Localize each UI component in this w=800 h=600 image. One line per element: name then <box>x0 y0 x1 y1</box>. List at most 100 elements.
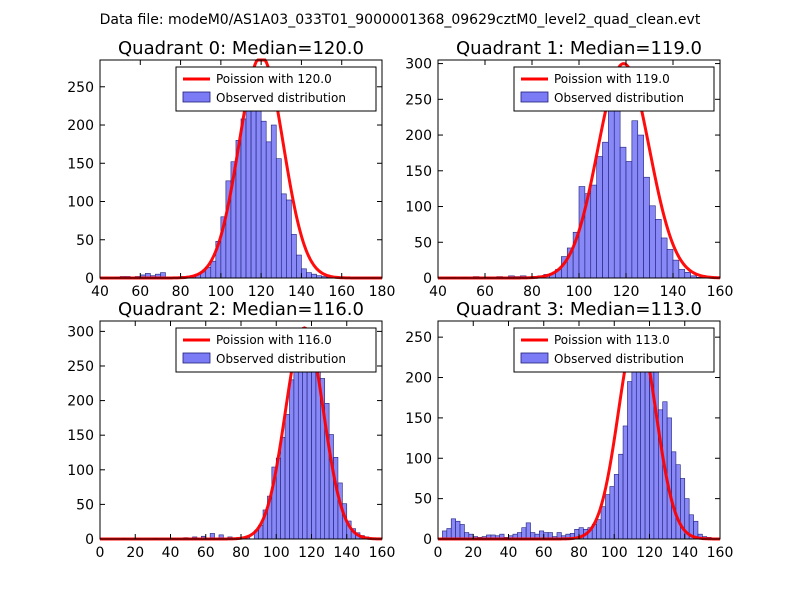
histogram-bar <box>649 205 656 279</box>
x-tick-label: 20 <box>464 545 482 561</box>
y-tick-label: 250 <box>67 80 94 96</box>
x-tick-label: 40 <box>162 545 180 561</box>
y-tick-label: 200 <box>67 394 94 410</box>
histogram-bars <box>114 80 332 279</box>
legend-box <box>175 66 377 112</box>
y-tick-label: 0 <box>85 271 94 287</box>
x-tick-label: 40 <box>91 284 109 300</box>
subplot-title: Quadrant 1: Median=119.0 <box>456 38 702 59</box>
histogram-bar <box>605 494 611 540</box>
histogram-bar <box>291 234 297 279</box>
histogram-bar <box>618 453 624 540</box>
histogram-bar <box>596 519 602 540</box>
histogram-bar <box>660 237 668 279</box>
y-tick-label: 150 <box>67 156 94 172</box>
y-tick-label: 200 <box>405 371 432 387</box>
legend-patch-swatch <box>182 91 211 103</box>
histogram-bar <box>270 124 277 279</box>
histogram-bar <box>637 134 644 279</box>
legend-patch-swatch <box>182 352 211 364</box>
legend-patch-swatch <box>520 91 549 103</box>
histogram-bar <box>455 520 461 540</box>
y-tick-label: 50 <box>76 233 94 249</box>
subplot-title: Quadrant 3: Median=113.0 <box>456 299 702 320</box>
legend: Poission with 116.0 Observed distribution <box>175 327 377 373</box>
histogram-bar <box>675 464 681 540</box>
histogram-bar <box>210 260 217 279</box>
histogram-bar <box>672 259 680 279</box>
y-tick-label: 150 <box>67 428 94 444</box>
histogram-bar <box>245 110 252 279</box>
quadrant-3-panel: 0 20 40 60 80 100 120 140 160 0 50 100 150 200 250 Quad… <box>405 299 733 561</box>
x-tick-label: 100 <box>566 284 593 300</box>
y-tick-label: 200 <box>405 128 432 144</box>
axes-frame <box>99 59 383 279</box>
histogram-bar <box>450 518 456 540</box>
histogram-bar <box>286 199 292 279</box>
x-tick-label: 180 <box>369 284 396 300</box>
x-tick-label: 140 <box>671 545 698 561</box>
x-tick-label: 0 <box>96 545 105 561</box>
histogram-bar <box>622 425 628 540</box>
legend-label-observed: Observed distribution <box>216 352 346 366</box>
histogram-bar <box>608 104 615 279</box>
y-tick-label: 0 <box>85 532 94 548</box>
x-tick-label: 100 <box>263 545 290 561</box>
histogram-bar <box>684 271 691 279</box>
histogram-bar <box>613 474 619 540</box>
histogram-bar <box>678 269 686 279</box>
legend-box <box>175 327 377 373</box>
y-tick-label: 300 <box>405 57 432 73</box>
y-tick-label: 250 <box>405 92 432 108</box>
legend-label-observed: Observed distribution <box>216 91 346 105</box>
y-tick-label: 50 <box>414 235 432 251</box>
y-tick-label: 250 <box>405 330 432 346</box>
y-tick-label: 50 <box>414 492 432 508</box>
subplot-title: Quadrant 2: Median=116.0 <box>118 299 364 320</box>
x-tick-label: 100 <box>601 545 628 561</box>
x-tick-label: 160 <box>707 284 734 300</box>
x-tick-label: 120 <box>298 545 325 561</box>
legend-label-observed: Observed distribution <box>554 352 684 366</box>
histogram-bar <box>446 528 452 540</box>
y-tick-label: 300 <box>67 324 94 340</box>
y-tick-label: 250 <box>67 359 94 375</box>
histogram-bar <box>296 254 302 279</box>
y-tick-label: 150 <box>405 164 432 180</box>
histogram-bar <box>655 219 662 279</box>
x-tick-label: 60 <box>197 545 215 561</box>
legend-label-poisson: Poission with 116.0 <box>216 333 332 347</box>
histogram-bar <box>284 414 290 540</box>
x-tick-label: 60 <box>476 284 494 300</box>
histogram-bar <box>521 527 527 540</box>
x-tick-label: 80 <box>523 284 541 300</box>
y-tick-label: 100 <box>405 451 432 467</box>
y-tick-label: 200 <box>67 118 94 134</box>
x-tick-label: 140 <box>288 284 315 300</box>
histogram-bar <box>625 161 633 279</box>
histogram-bar <box>260 120 267 279</box>
x-tick-label: 140 <box>660 284 687 300</box>
x-tick-label: 120 <box>613 284 640 300</box>
x-tick-label: 120 <box>636 545 663 561</box>
histogram-bar <box>275 158 282 279</box>
histogram-bar <box>255 83 262 279</box>
quadrant-0-panel: 40 60 80 100 120 140 160 180 0 50 100 150 200 250 Quad… <box>67 38 395 300</box>
histogram-bars <box>442 332 712 540</box>
x-tick-label: 80 <box>172 284 190 300</box>
x-tick-label: 60 <box>535 545 553 561</box>
histogram-bar <box>600 506 606 540</box>
histogram-bar <box>644 369 650 540</box>
histogram-bar <box>635 346 641 540</box>
legend-label-observed: Observed distribution <box>554 91 684 105</box>
x-tick-label: 140 <box>333 545 360 561</box>
quadrant-1-panel: 40 60 80 100 120 140 160 0 50 100 150 200 250 300 Quad… <box>405 38 733 300</box>
x-tick-label: 40 <box>429 284 447 300</box>
x-tick-label: 80 <box>570 545 588 561</box>
x-tick-label: 160 <box>328 284 355 300</box>
legend-patch-swatch <box>520 352 549 364</box>
histogram-bar <box>525 522 531 540</box>
legend: Poission with 120.0 Observed distribution <box>175 66 377 112</box>
histogram-bar <box>280 193 287 279</box>
